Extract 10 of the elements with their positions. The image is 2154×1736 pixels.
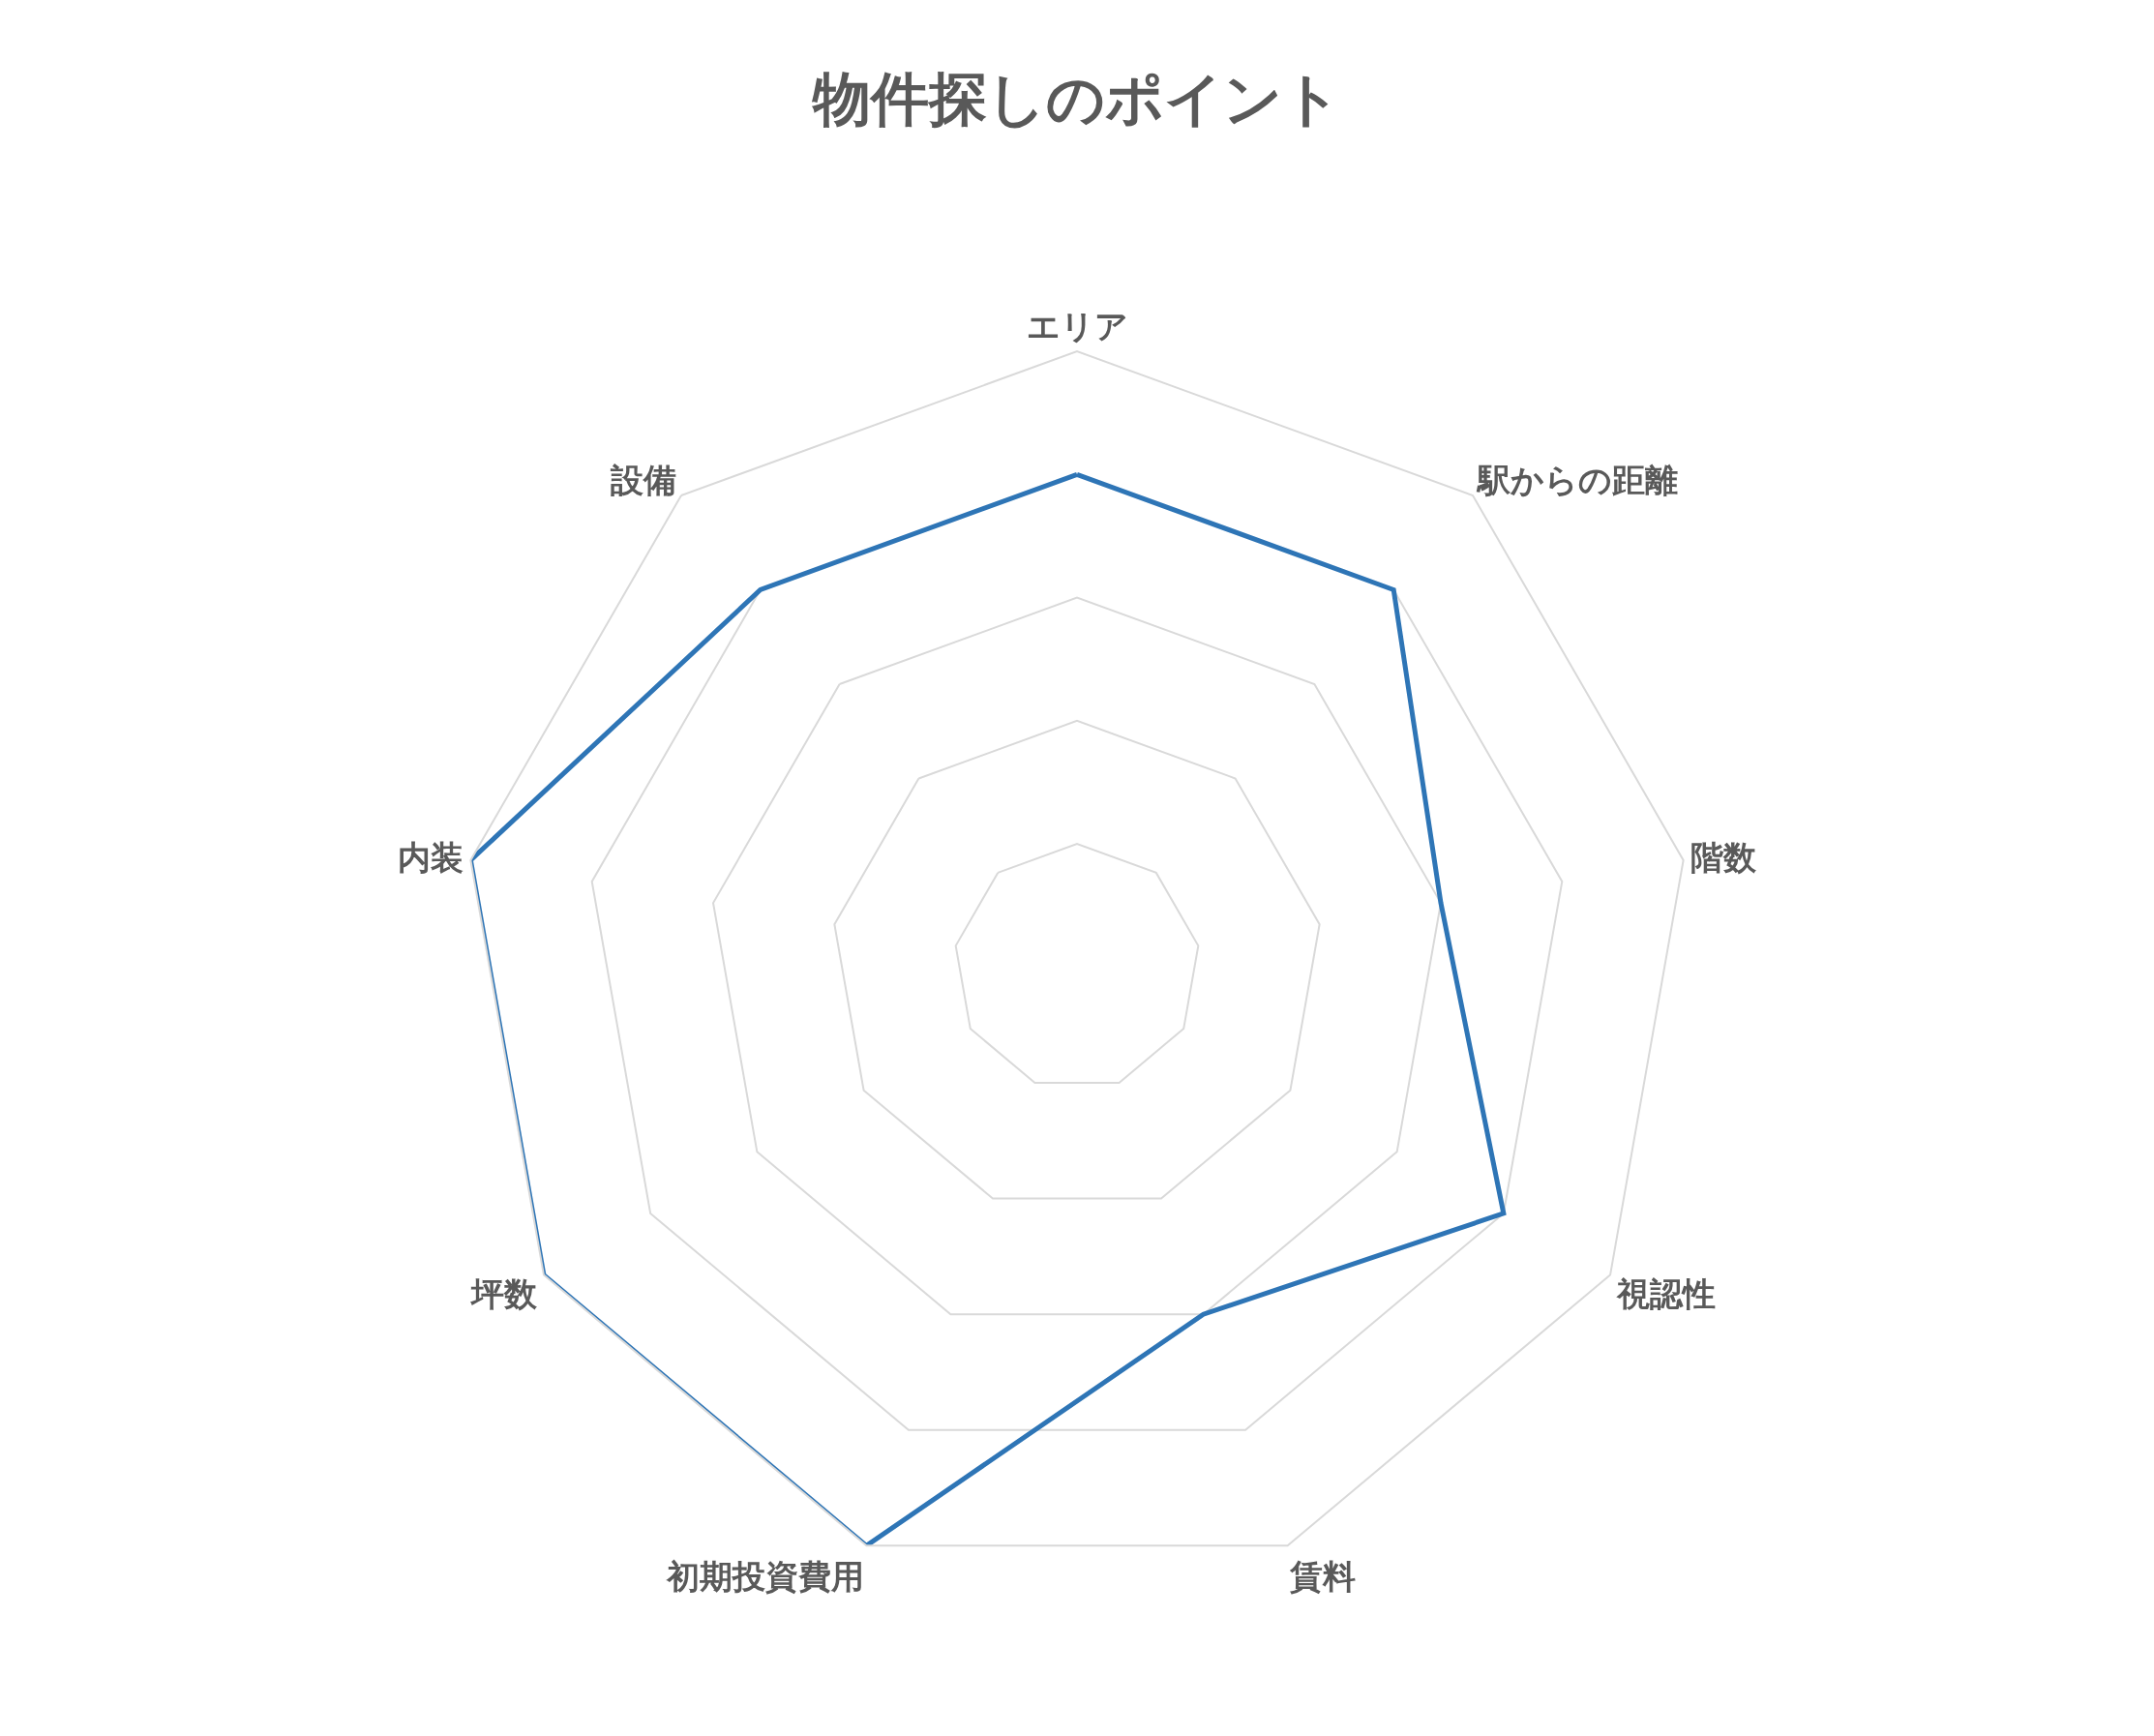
chart-title: 物件探しのポイント — [811, 64, 1341, 133]
spoke-label: 内装 — [397, 838, 464, 878]
spoke-label: エリア — [1026, 306, 1128, 345]
spoke-label: 駅からの距離 — [1476, 461, 1679, 500]
spoke-label: 初期投資費用 — [665, 1556, 864, 1596]
spoke-label: 坪数 — [469, 1273, 539, 1313]
spoke-label: 設備 — [609, 461, 676, 500]
spoke-label: 賃料 — [1289, 1556, 1357, 1596]
spoke-label: 階数 — [1690, 838, 1758, 878]
spoke-label: 視認性 — [1615, 1273, 1716, 1313]
